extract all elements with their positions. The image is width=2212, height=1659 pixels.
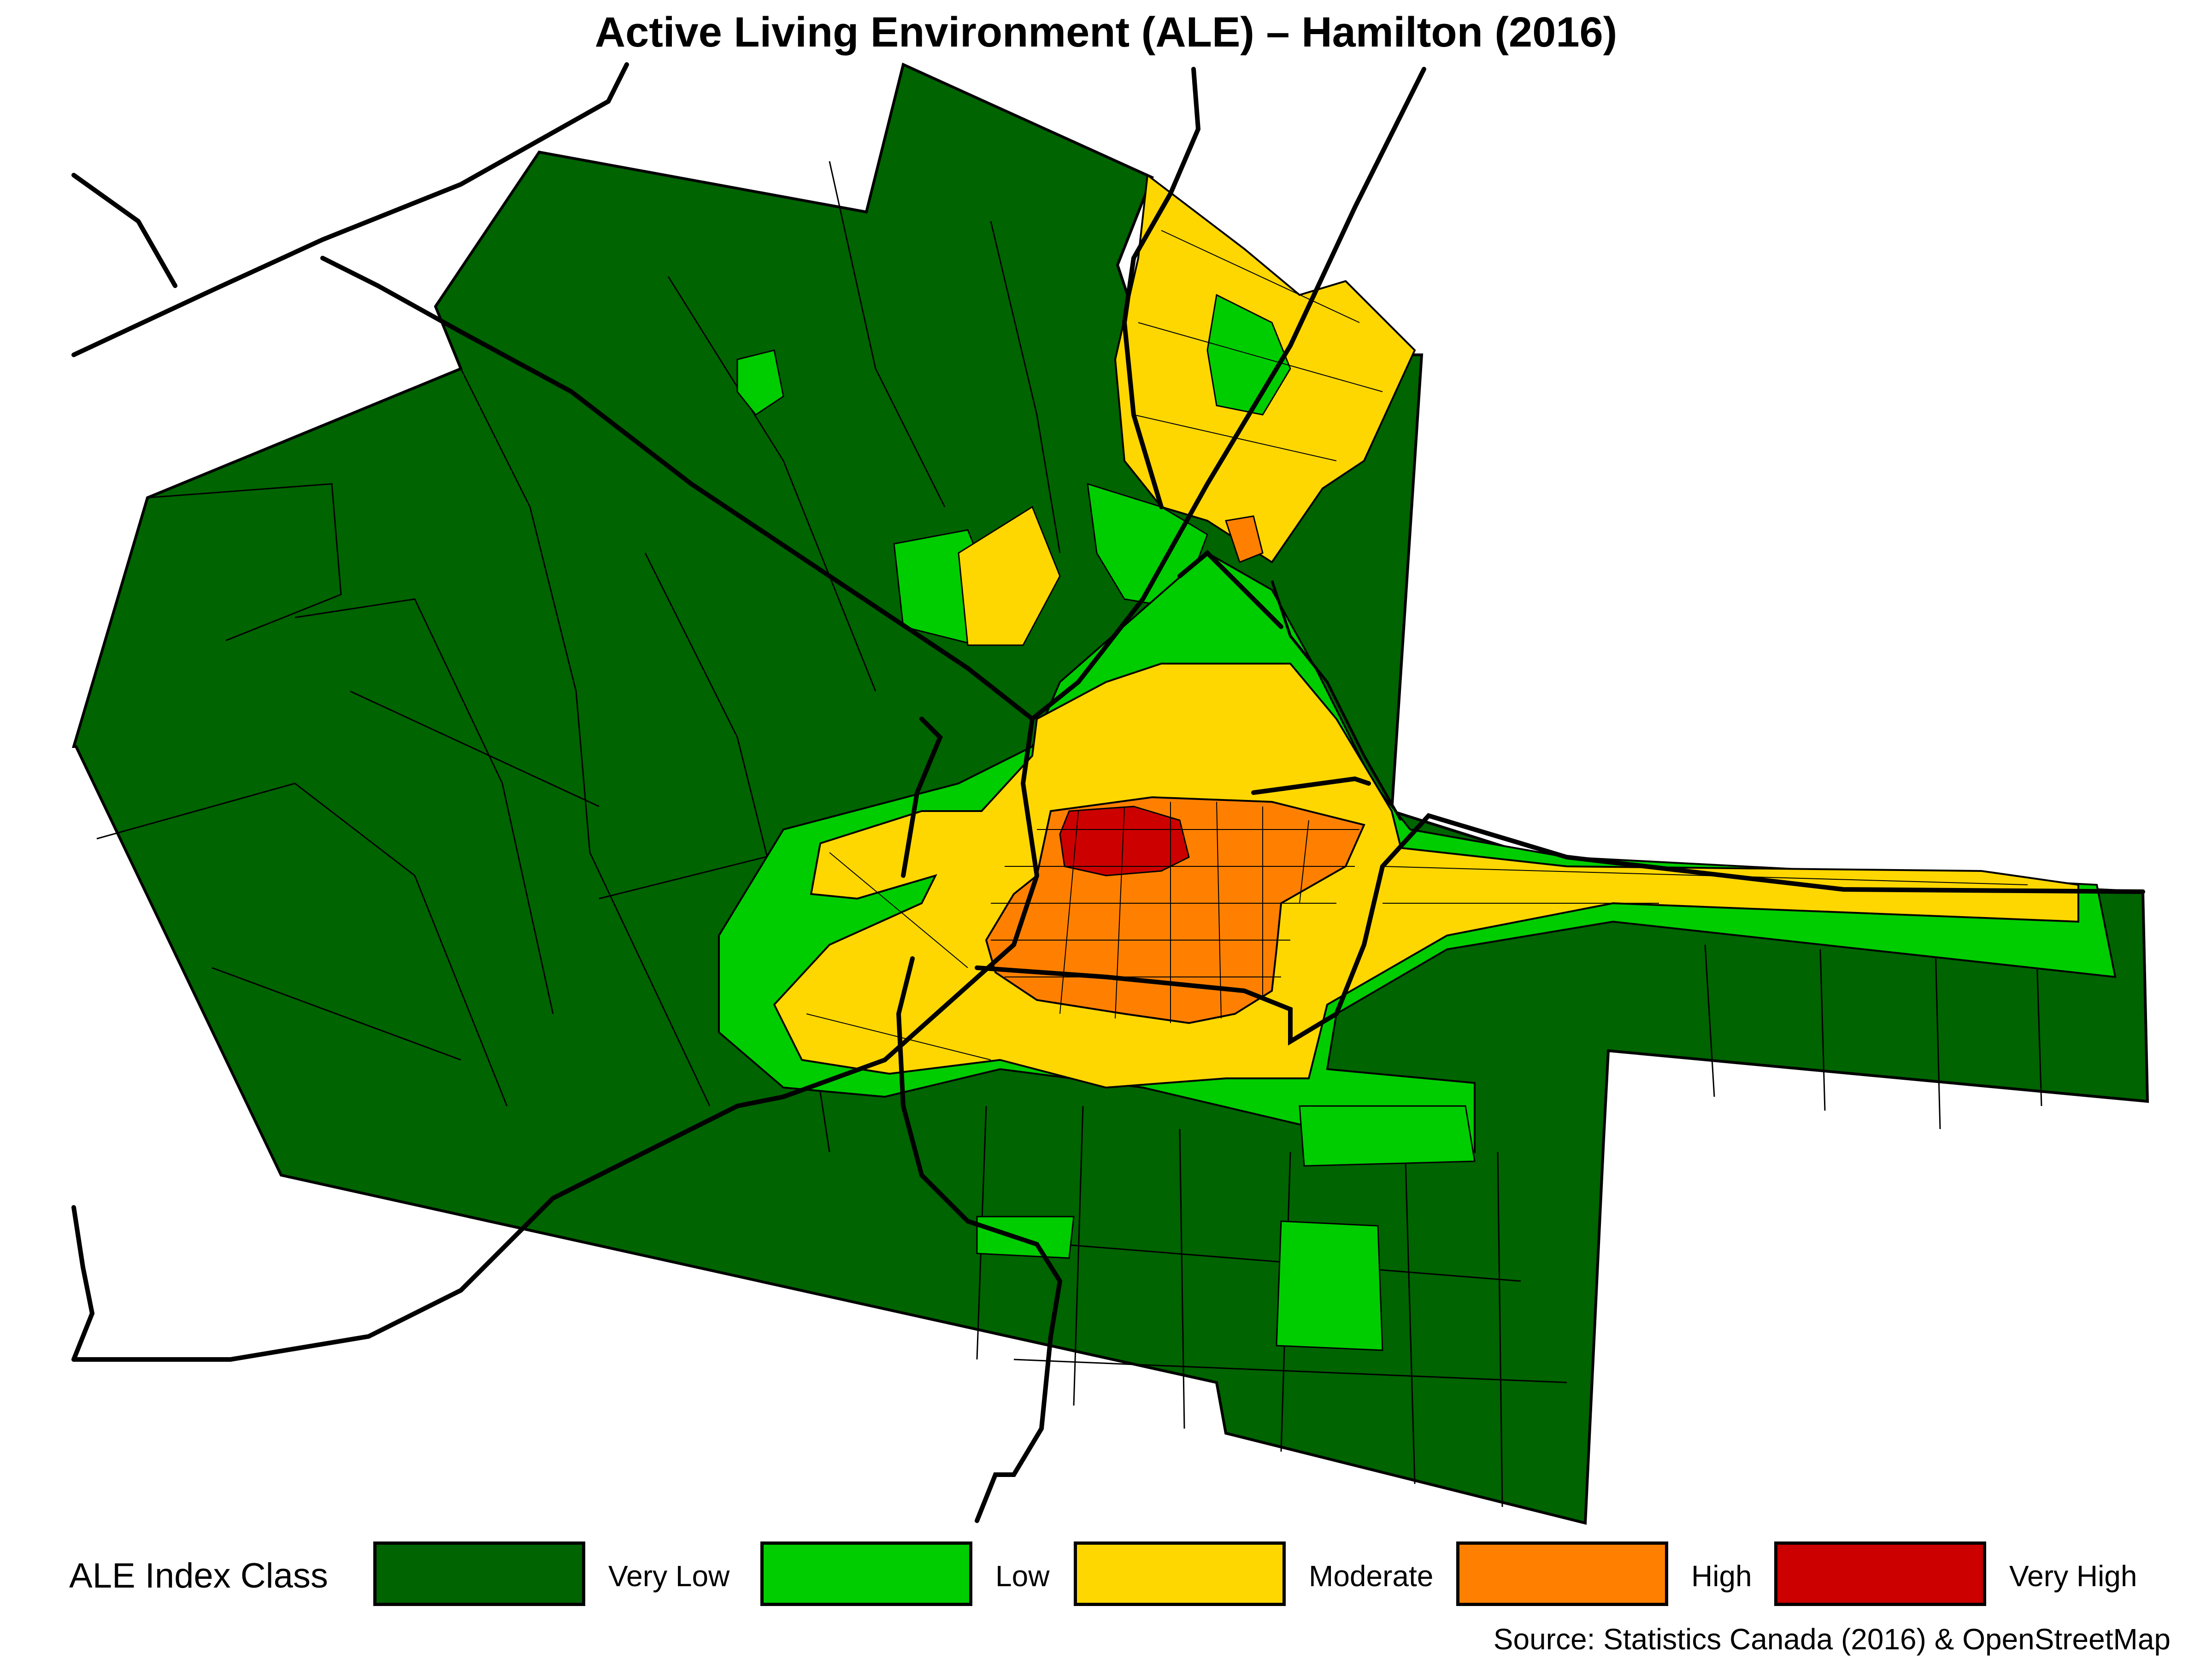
region-very-high-downtown: [1059, 806, 1190, 877]
highway-401-link: [71, 173, 177, 288]
legend-swatch-low: [760, 1541, 972, 1606]
highway-lines: [71, 62, 2145, 1523]
highway-6-north: [1122, 67, 1201, 509]
map-title: Active Living Environment (ALE) – Hamilt…: [594, 9, 1618, 56]
source-credit: Source: Statistics Canada (2016) & OpenS…: [1493, 1623, 2171, 1656]
legend-label-low: Low: [995, 1559, 1050, 1593]
highway-mountain: [901, 717, 943, 878]
legend-label-very-low: Very Low: [608, 1559, 730, 1593]
legend-swatch-very-low: [373, 1541, 585, 1606]
highway-lincoln-parkway: [975, 813, 2145, 1046]
map-legend: ALE Index Class Very Low Low Moderate Hi…: [69, 1541, 2171, 1611]
region-low-south-mountain: [1276, 1220, 1383, 1351]
highway-qew: [71, 67, 1426, 1362]
highway-407: [320, 256, 1035, 721]
highway-6-south: [896, 956, 1063, 1523]
legend-swatch-very-high: [1774, 1541, 1986, 1606]
region-low-south-patch: [1299, 1105, 1476, 1167]
highway-shoreline-spur: [1177, 550, 1283, 629]
legend-label-high: High: [1691, 1559, 1752, 1593]
harbour-shoreline: [1271, 580, 1402, 821]
legend-label-moderate: Moderate: [1309, 1559, 1434, 1593]
region-low-south-strip: [976, 1216, 1075, 1259]
highway-403-west: [71, 62, 629, 357]
region-low-small-rural: [736, 349, 784, 416]
legend-swatch-moderate: [1074, 1541, 1286, 1606]
highway-east-connector: [1251, 776, 1371, 795]
legend-label-very-high: Very High: [2009, 1559, 2137, 1593]
legend-title: ALE Index Class: [69, 1556, 328, 1595]
region-low-north-belt: [1206, 294, 1291, 416]
region-moderate-west-patch: [958, 506, 1061, 646]
region-high-waterdown-centre: [1225, 515, 1264, 563]
highway-west-link: [71, 1205, 95, 1362]
legend-swatch-high: [1456, 1541, 1668, 1606]
